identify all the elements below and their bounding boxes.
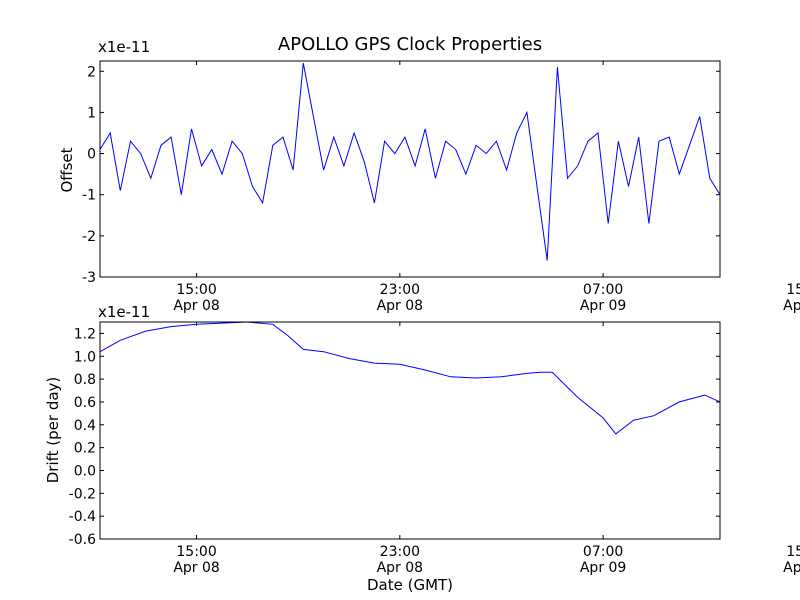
offset-y-tick-label: -1: [82, 188, 96, 204]
drift-x-tick-time-label: 15:00: [786, 544, 800, 560]
offset-x-tick-time-label: 23:00: [380, 282, 420, 298]
offset-y-tick-label: -2: [82, 229, 96, 245]
offset-y-tick-label: 2: [87, 64, 96, 80]
offset-x-tick-time-label: 07:00: [583, 282, 623, 298]
offset-plot-frame: [99, 60, 721, 278]
drift-panel: x1e-11 Drift (per day) Date (GMT) -0.6 -0…: [44, 303, 800, 594]
offset-series-line: [100, 63, 720, 261]
offset-x-tick-time-label: 15:00: [786, 282, 800, 298]
drift-y-axis-label: Drift (per day): [44, 377, 62, 484]
drift-multiplier-label: x1e-11: [98, 303, 150, 321]
offset-y-tick-label: -3: [82, 270, 96, 286]
drift-y-tick-label: 0.6: [74, 395, 96, 411]
drift-x-tick-date-label: Apr 08: [377, 560, 423, 576]
drift-x-tick-time-label: 15:00: [176, 544, 216, 560]
offset-multiplier-label: x1e-11: [98, 38, 150, 56]
drift-plot-frame: [99, 321, 721, 540]
drift-series-line: [100, 322, 720, 435]
offset-x-tick-date-label: Apr 09: [580, 298, 626, 314]
offset-x-tick-time-label: 15:00: [176, 282, 216, 298]
drift-x-tick-date-label: Apr 09: [580, 560, 626, 576]
drift-x-tick-time-label: 23:00: [380, 544, 420, 560]
drift-y-tick-label: 0.8: [74, 372, 96, 388]
drift-y-tick-label: 1.0: [74, 349, 96, 365]
drift-y-tick-label: 0.2: [74, 441, 96, 457]
offset-x-tick-date-label: Apr 09: [783, 298, 800, 314]
offset-x-tick-date-label: Apr 08: [173, 298, 219, 314]
drift-y-tick-label: 0.4: [74, 418, 96, 434]
drift-y-tick-label: -0.6: [69, 532, 96, 548]
drift-y-tick-label: 0.0: [74, 463, 96, 479]
drift-y-tick-label: -0.2: [69, 486, 96, 502]
offset-x-tick-date-label: Apr 08: [377, 298, 423, 314]
offset-y-axis-label: Offset: [58, 147, 76, 192]
drift-x-tick-time-label: 07:00: [583, 544, 623, 560]
drift-y-tick-label: 1.2: [74, 326, 96, 342]
offset-y-tick-label: 0: [87, 147, 96, 163]
offset-y-tick-label: 1: [87, 105, 96, 121]
drift-x-tick-date-label: Apr 08: [173, 560, 219, 576]
drift-y-tick-label: -0.4: [69, 509, 96, 525]
drift-x-tick-date-label: Apr 09: [783, 560, 800, 576]
date-x-axis-label: Date (GMT): [367, 576, 453, 594]
chart-title: APOLLO GPS Clock Properties: [278, 34, 542, 55]
